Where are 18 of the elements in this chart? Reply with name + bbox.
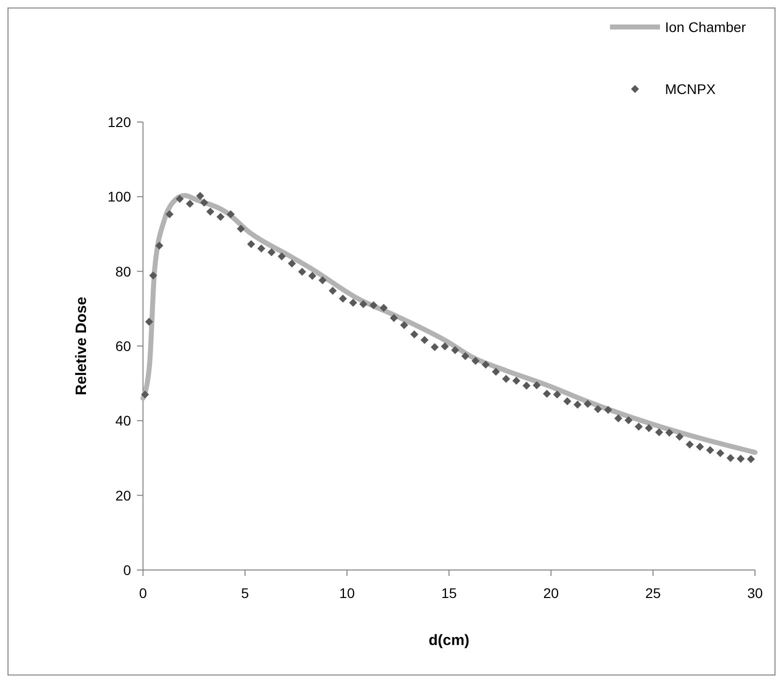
- y-tick-label: 80: [115, 263, 132, 280]
- y-tick-label: 60: [115, 338, 132, 354]
- y-tick-label: 20: [115, 487, 132, 504]
- y-tick-label: 40: [115, 412, 132, 429]
- x-tick-label: 5: [241, 585, 250, 601]
- y-tick-label: 0: [123, 562, 132, 578]
- x-tick-label: 0: [139, 585, 148, 601]
- x-tick-label: 15: [441, 585, 457, 601]
- x-tick-label: 10: [339, 585, 355, 601]
- y-tick-label: 100: [108, 188, 132, 205]
- x-tick-label: 25: [645, 585, 661, 601]
- y-tick-label: 120: [108, 114, 132, 130]
- x-axis-title: d(cm): [428, 632, 470, 649]
- x-tick-label: 20: [543, 585, 559, 601]
- legend-label: MCNPX: [665, 81, 716, 97]
- x-tick-label: 30: [747, 585, 763, 601]
- y-axis-title: Reletive Dose: [73, 296, 90, 396]
- legend-label: Ion Chamber: [665, 19, 746, 35]
